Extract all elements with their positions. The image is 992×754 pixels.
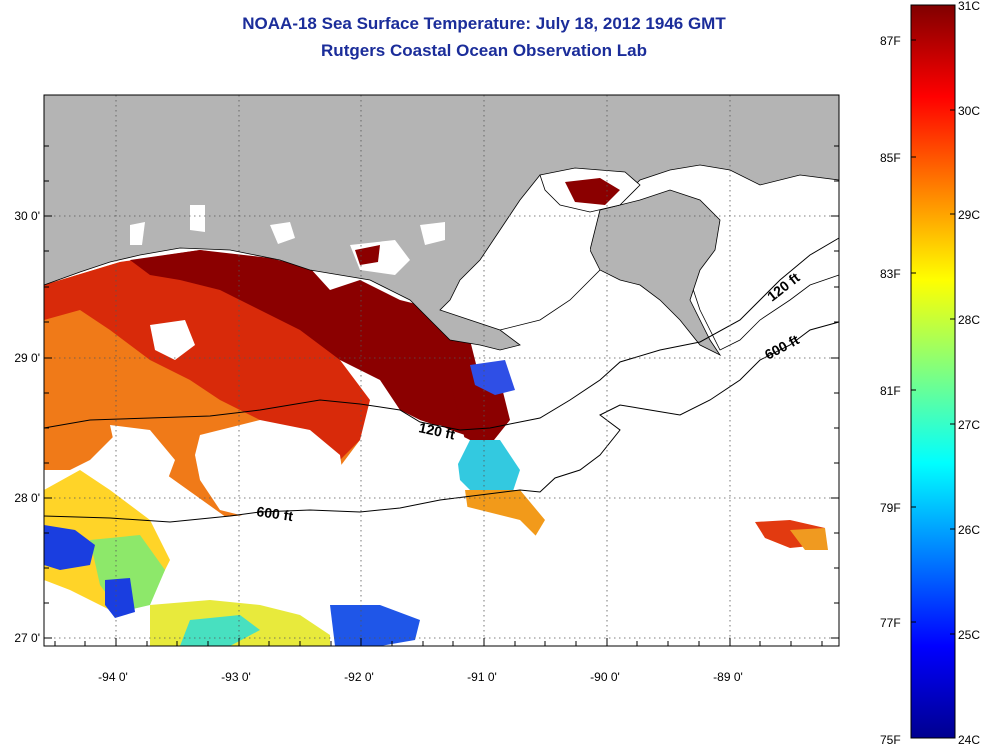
colorbar-label-25c: 25C (958, 628, 981, 642)
lon-label--89: -89 0' (713, 670, 743, 684)
isobath-120ft-west (43, 237, 840, 431)
colorbar-label-24c: 24C (958, 733, 981, 747)
cloud-gap-left (110, 425, 175, 505)
lon-label--93: -93 0' (221, 670, 251, 684)
map-subtitle: Rutgers Coastal Ocean Observation Lab (321, 41, 647, 60)
colorbar-label-26c: 26C (958, 523, 981, 537)
lon-label--94: -94 0' (98, 670, 128, 684)
lat-label-29: 29 0' (14, 351, 40, 365)
sst-darkred-delta (450, 380, 510, 445)
lat-label-30: 30 0' (14, 209, 40, 223)
inland-water-4 (130, 222, 145, 245)
colorbar-label-75f: 75F (880, 733, 901, 747)
colorbar-label-31c: 31C (958, 0, 981, 13)
inland-water-5 (570, 232, 590, 258)
colorbar-label-87f: 87F (880, 34, 901, 48)
inland-water-3 (420, 222, 445, 245)
isobath-lines (43, 237, 840, 523)
sst-blue-south (330, 605, 420, 646)
sst-darkred-core (130, 250, 500, 440)
colorbar-label-77f: 77F (880, 616, 901, 630)
colorbar-label-85f: 85F (880, 151, 901, 165)
colorbar (910, 4, 956, 739)
colorbar-label-79f: 79F (880, 501, 901, 515)
lat-label-27: 27 0' (14, 631, 40, 645)
cloud-gap-nw (150, 320, 195, 360)
isobath-label-600ft-west: 600 ft (256, 503, 295, 524)
sst-cyan-mid (455, 440, 520, 500)
colorbar-label-83f: 83F (880, 267, 901, 281)
lat-label-28: 28 0' (14, 491, 40, 505)
sst-orange-east-patch (790, 528, 828, 550)
lon-label--92: -92 0' (344, 670, 374, 684)
lon-label--91: -91 0' (467, 670, 497, 684)
mississippi-birdfoot (589, 189, 722, 357)
delta-coastline (499, 249, 840, 351)
inland-water-6 (190, 205, 205, 232)
lake-pontchartrain-sst (565, 178, 620, 205)
isobath-600ft (43, 321, 840, 523)
colorbar-label-28c: 28C (958, 313, 981, 327)
colorbar-ticks (911, 4, 955, 635)
map-frame (43, 94, 840, 647)
map-title: NOAA-18 Sea Surface Temperature: July 18… (242, 14, 726, 33)
lon-label--90: -90 0' (590, 670, 620, 684)
sst-blue-mid (470, 360, 515, 395)
cloud-gap-lowcenter (170, 500, 560, 605)
cloud-gap-mid (380, 425, 470, 490)
colorbar-label-27c: 27C (958, 418, 981, 432)
colorbar-label-30c: 30C (958, 104, 981, 118)
sst-blue-west (44, 525, 95, 570)
inland-water-1 (270, 222, 295, 244)
sst-blue-west2 (105, 578, 135, 618)
colorbar-label-81f: 81F (880, 384, 901, 398)
isobath-label-120ft-shelf: 120 ft (417, 419, 456, 442)
tick-marks (44, 145, 839, 646)
cloud-gap-central (195, 420, 345, 525)
graticule (44, 95, 839, 646)
colorbar-label-29c: 29C (958, 208, 981, 222)
